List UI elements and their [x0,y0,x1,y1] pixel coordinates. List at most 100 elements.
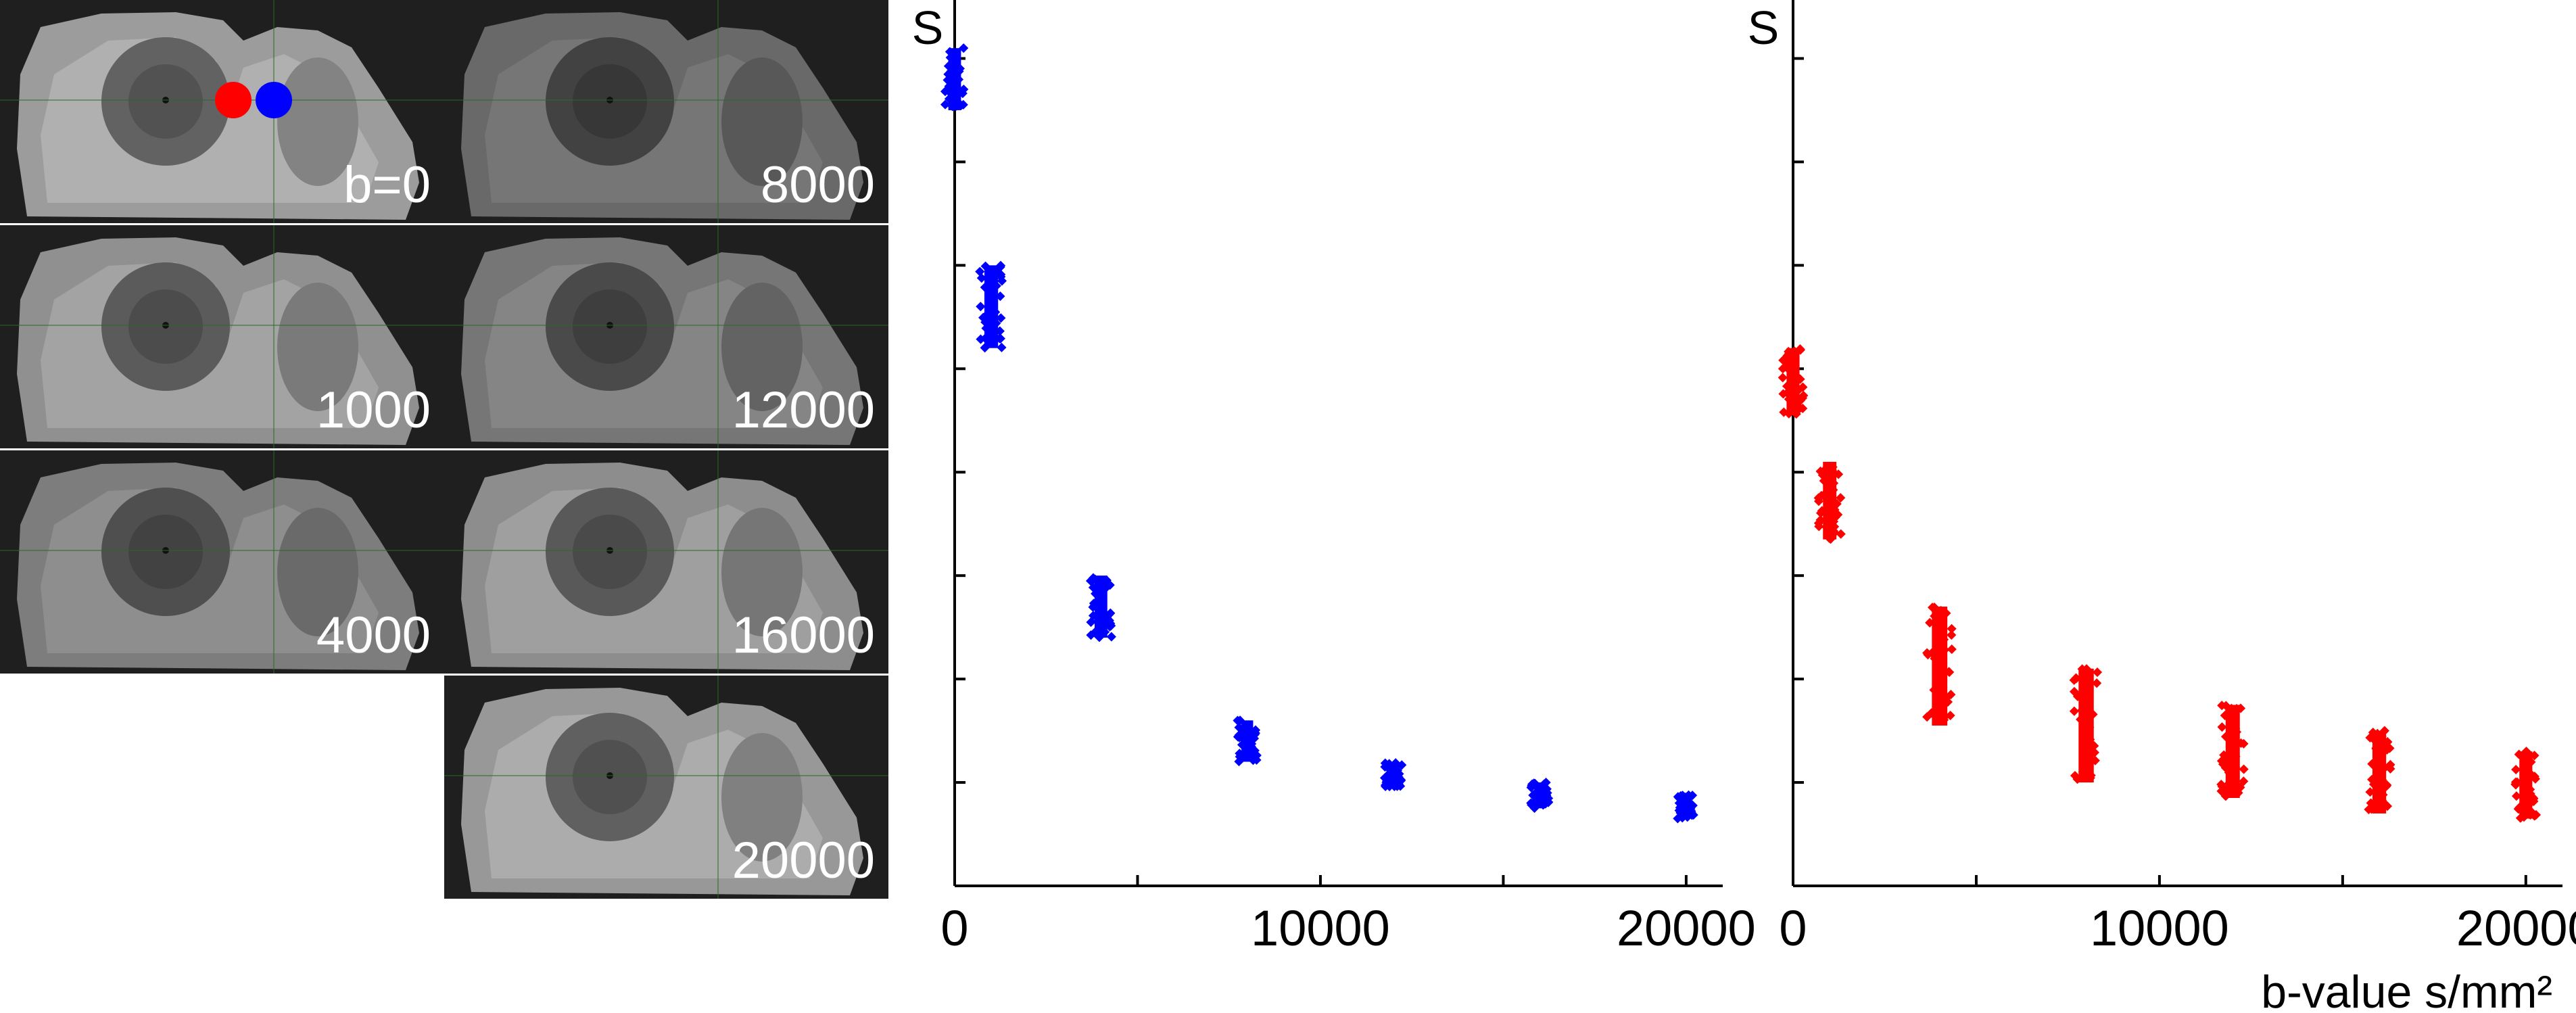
data-point [991,271,1001,281]
data-point [945,53,955,63]
x-axis-label: b-value s/mm² [2261,966,2552,1013]
data-point [1098,584,1108,594]
data-point [1094,595,1104,605]
data-point [991,319,1001,329]
x-tick-label: 10000 [2090,900,2229,956]
data-point [989,289,999,300]
data-cluster [1085,573,1116,642]
data-point [1233,732,1243,742]
data-point [984,280,994,290]
mri-image-grid: b=0 1000 4000 8000 12000 16000 20000 [0,0,889,899]
mri-panel-b1000: 1000 [0,225,444,448]
mri-slice-image [444,676,888,899]
data-point [1086,630,1096,640]
mri-panel-b8000: 8000 [444,0,888,223]
right-lobe [721,57,803,186]
x-tick-label: 0 [1779,900,1807,956]
data-cluster [1922,603,1957,726]
data-point [953,74,963,85]
data-point [976,334,986,344]
data-point [2239,764,2249,774]
data-point [1090,574,1100,584]
data-point [1106,632,1116,642]
mri-slice-image [0,225,444,448]
b-value-label: 16000 [732,607,875,664]
data-point [1088,602,1098,612]
x-tick-label: 20000 [2456,900,2576,956]
data-point [2092,667,2103,678]
data-cluster [1526,778,1554,814]
right-lobe [277,283,358,411]
data-cluster [2364,726,2395,815]
b-value-label: 1000 [316,381,431,439]
data-point [947,101,957,112]
data-cluster [1673,790,1698,824]
data-point [997,276,1007,286]
data-point [975,266,985,277]
data-point [997,342,1007,352]
data-point [988,333,998,344]
blue-roi-marker [256,82,292,118]
data-point [1099,627,1110,637]
data-point [1248,753,1259,763]
data-point [1237,724,1247,734]
b-value-label: 12000 [732,381,875,439]
data-point [1380,758,1390,768]
data-point [980,311,991,321]
data-point [1088,582,1098,592]
data-cluster [2069,664,2103,784]
data-point [940,99,951,110]
red-roi-marker [215,82,252,118]
data-point [1105,580,1115,590]
data-point [953,97,963,107]
blue-roi-scatter-plot: 0 10000 20000 S [912,0,1756,956]
x-tick-label: 20000 [1617,900,1756,956]
y-axis-label: S [912,1,944,54]
data-point [980,343,990,353]
data-point [1095,611,1105,621]
data-point [1235,751,1245,762]
data-cluster [975,260,1007,353]
data-point [1947,623,1957,634]
data-cluster [2510,747,2542,823]
data-point [1094,632,1105,642]
right-lobe [277,508,358,636]
data-point [995,326,1005,336]
mri-slice-image [0,450,444,674]
red-roi-scatter-plot: 0 10000 20000 S [1748,0,2576,956]
data-point [988,298,999,308]
b-value-label: 4000 [316,607,431,664]
b-value-label: 8000 [760,156,875,214]
mri-panel-b16000: 16000 [444,450,888,674]
data-point [2069,706,2079,716]
data-point [995,333,1005,344]
b-value-label: 20000 [732,832,875,889]
data-point [1778,373,1788,383]
data-point [1106,621,1116,631]
mri-panel-b0: b=0 [0,0,444,223]
data-point [2511,764,2521,775]
data-cluster [2216,701,2249,801]
right-lobe [277,57,358,186]
data-point [980,317,991,327]
data-point [945,87,955,97]
data-point [945,47,955,57]
data-point [991,281,1001,291]
mri-slice-image [0,0,444,223]
data-cluster [1233,715,1262,767]
data-point [980,261,991,271]
b-value-label: b=0 [343,156,431,214]
x-tick-label: 0 [940,900,968,956]
right-lobe [721,733,803,862]
mri-slice-image [444,225,888,448]
data-point [1086,617,1096,628]
data-point [1250,728,1260,738]
data-cluster [1379,758,1407,792]
mri-panel-b12000: 12000 [444,225,888,448]
data-point [976,302,986,312]
data-point [947,64,957,74]
right-lobe [721,283,803,411]
right-lobe [721,508,803,636]
data-point [959,85,969,95]
